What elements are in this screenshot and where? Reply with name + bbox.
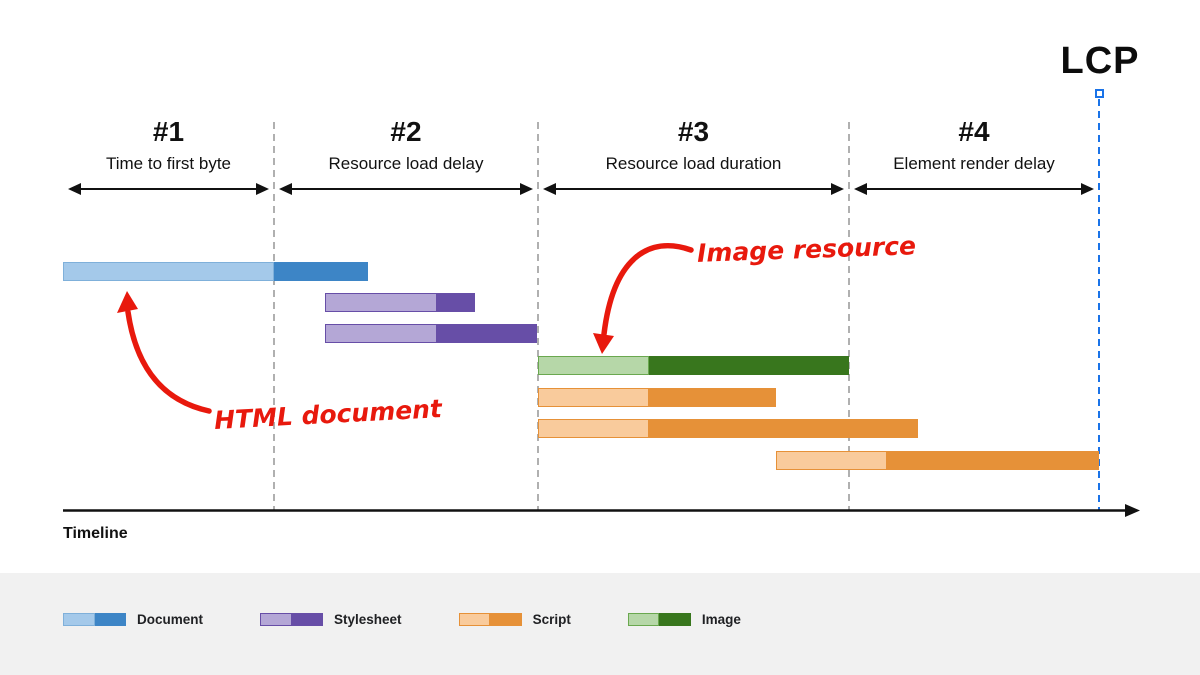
image-resource-annotation: Image resource bbox=[696, 231, 917, 268]
phase-2-range-arrow bbox=[279, 183, 533, 195]
phase-2-header: #2 Resource load delay bbox=[274, 117, 538, 195]
legend-label-document: Document bbox=[137, 612, 204, 627]
phase-1-number: #1 bbox=[152, 116, 185, 147]
image-bar-dark-segment bbox=[649, 356, 849, 375]
arrowhead-right-icon bbox=[256, 183, 269, 195]
arrowhead-left-icon bbox=[279, 183, 292, 195]
arrowhead-right-icon bbox=[520, 183, 533, 195]
image-swatch-dark bbox=[659, 613, 691, 626]
timeline-axis-label: Timeline bbox=[63, 525, 128, 542]
script-3-bar-light-segment bbox=[776, 451, 887, 470]
phase-1-range-arrow bbox=[68, 183, 269, 195]
lcp-marker-square-icon bbox=[1095, 89, 1104, 98]
phase-boundary-3-dashed-line bbox=[848, 122, 850, 510]
arrow-shaft bbox=[864, 187, 1084, 191]
stylesheet-swatch-light bbox=[260, 613, 292, 626]
legend-label-script: Script bbox=[532, 612, 571, 627]
arrow-shaft bbox=[289, 187, 523, 191]
arrowhead-left-icon bbox=[68, 183, 81, 195]
legend-item-stylesheet: Stylesheet bbox=[260, 612, 402, 627]
image-swatch-light bbox=[627, 613, 660, 626]
phase-3-range-arrow bbox=[543, 183, 844, 195]
script-swatch-light bbox=[458, 613, 491, 626]
document-bar-dark-segment bbox=[274, 262, 368, 281]
phase-4-header: #4 Element render delay bbox=[849, 117, 1099, 195]
document-bar-light-segment bbox=[63, 262, 274, 281]
image-swatch-icon bbox=[627, 613, 691, 626]
phase-2-label: Resource load delay bbox=[328, 154, 484, 173]
phase-4-range-arrow bbox=[854, 183, 1094, 195]
document-swatch-icon bbox=[63, 613, 126, 626]
legend-item-script: Script bbox=[458, 612, 571, 627]
image-bar-light-segment bbox=[538, 356, 649, 375]
script-1-bar-light-segment bbox=[538, 388, 649, 407]
document-swatch-light bbox=[63, 613, 95, 626]
stylesheet-2-bar-dark-segment bbox=[437, 324, 537, 343]
arrowhead-left-icon bbox=[854, 183, 867, 195]
lcp-title: LCP bbox=[1060, 40, 1140, 82]
html-document-arrowhead-icon bbox=[117, 291, 138, 313]
html-document-arrow bbox=[125, 309, 212, 414]
legend: Document Stylesheet Script Image bbox=[63, 612, 741, 627]
arrowhead-right-icon bbox=[831, 183, 844, 195]
arrowhead-right-icon bbox=[1081, 183, 1094, 195]
phase-boundary-1-dashed-line bbox=[273, 122, 275, 510]
phase-4-number: #4 bbox=[958, 116, 990, 147]
script-3-bar-dark-segment bbox=[887, 451, 1099, 470]
legend-band-background bbox=[0, 573, 1200, 675]
phase-1-label: Time to first byte bbox=[105, 154, 231, 173]
phase-3-label: Resource load duration bbox=[605, 154, 782, 173]
phase-2-number: #2 bbox=[390, 116, 422, 147]
stylesheet-swatch-dark bbox=[291, 613, 324, 626]
arrow-shaft bbox=[78, 187, 259, 191]
phase-3-number: #3 bbox=[677, 116, 710, 147]
document-swatch-dark bbox=[94, 613, 126, 626]
lcp-marker-dashed-line bbox=[1098, 99, 1100, 510]
legend-label-image: Image bbox=[701, 612, 741, 627]
legend-label-stylesheet: Stylesheet bbox=[334, 612, 402, 627]
html-document-annotation: HTML document bbox=[213, 394, 443, 435]
phase-4-label: Element render delay bbox=[893, 154, 1055, 173]
timeline-axis-arrowhead-icon bbox=[1125, 504, 1140, 517]
stylesheet-swatch-icon bbox=[260, 613, 324, 626]
arrowhead-left-icon bbox=[543, 183, 556, 195]
legend-item-image: Image bbox=[627, 612, 741, 627]
image-resource-arrow bbox=[601, 243, 694, 337]
script-1-bar-dark-segment bbox=[649, 388, 776, 407]
phase-1-header: #1 Time to first byte bbox=[63, 117, 274, 195]
script-2-bar-light-segment bbox=[538, 419, 649, 438]
stylesheet-2-bar-light-segment bbox=[325, 324, 437, 343]
stylesheet-1-bar-light-segment bbox=[325, 293, 437, 312]
phase-boundary-2-dashed-line bbox=[537, 122, 539, 510]
script-2-bar-dark-segment bbox=[649, 419, 918, 438]
arrow-shaft bbox=[553, 187, 834, 191]
script-swatch-icon bbox=[458, 613, 522, 626]
script-swatch-dark bbox=[490, 613, 522, 626]
legend-item-document: Document bbox=[63, 612, 203, 627]
image-resource-arrowhead-icon bbox=[593, 333, 614, 354]
phase-3-header: #3 Resource load duration bbox=[538, 117, 849, 195]
stylesheet-1-bar-dark-segment bbox=[437, 293, 475, 312]
